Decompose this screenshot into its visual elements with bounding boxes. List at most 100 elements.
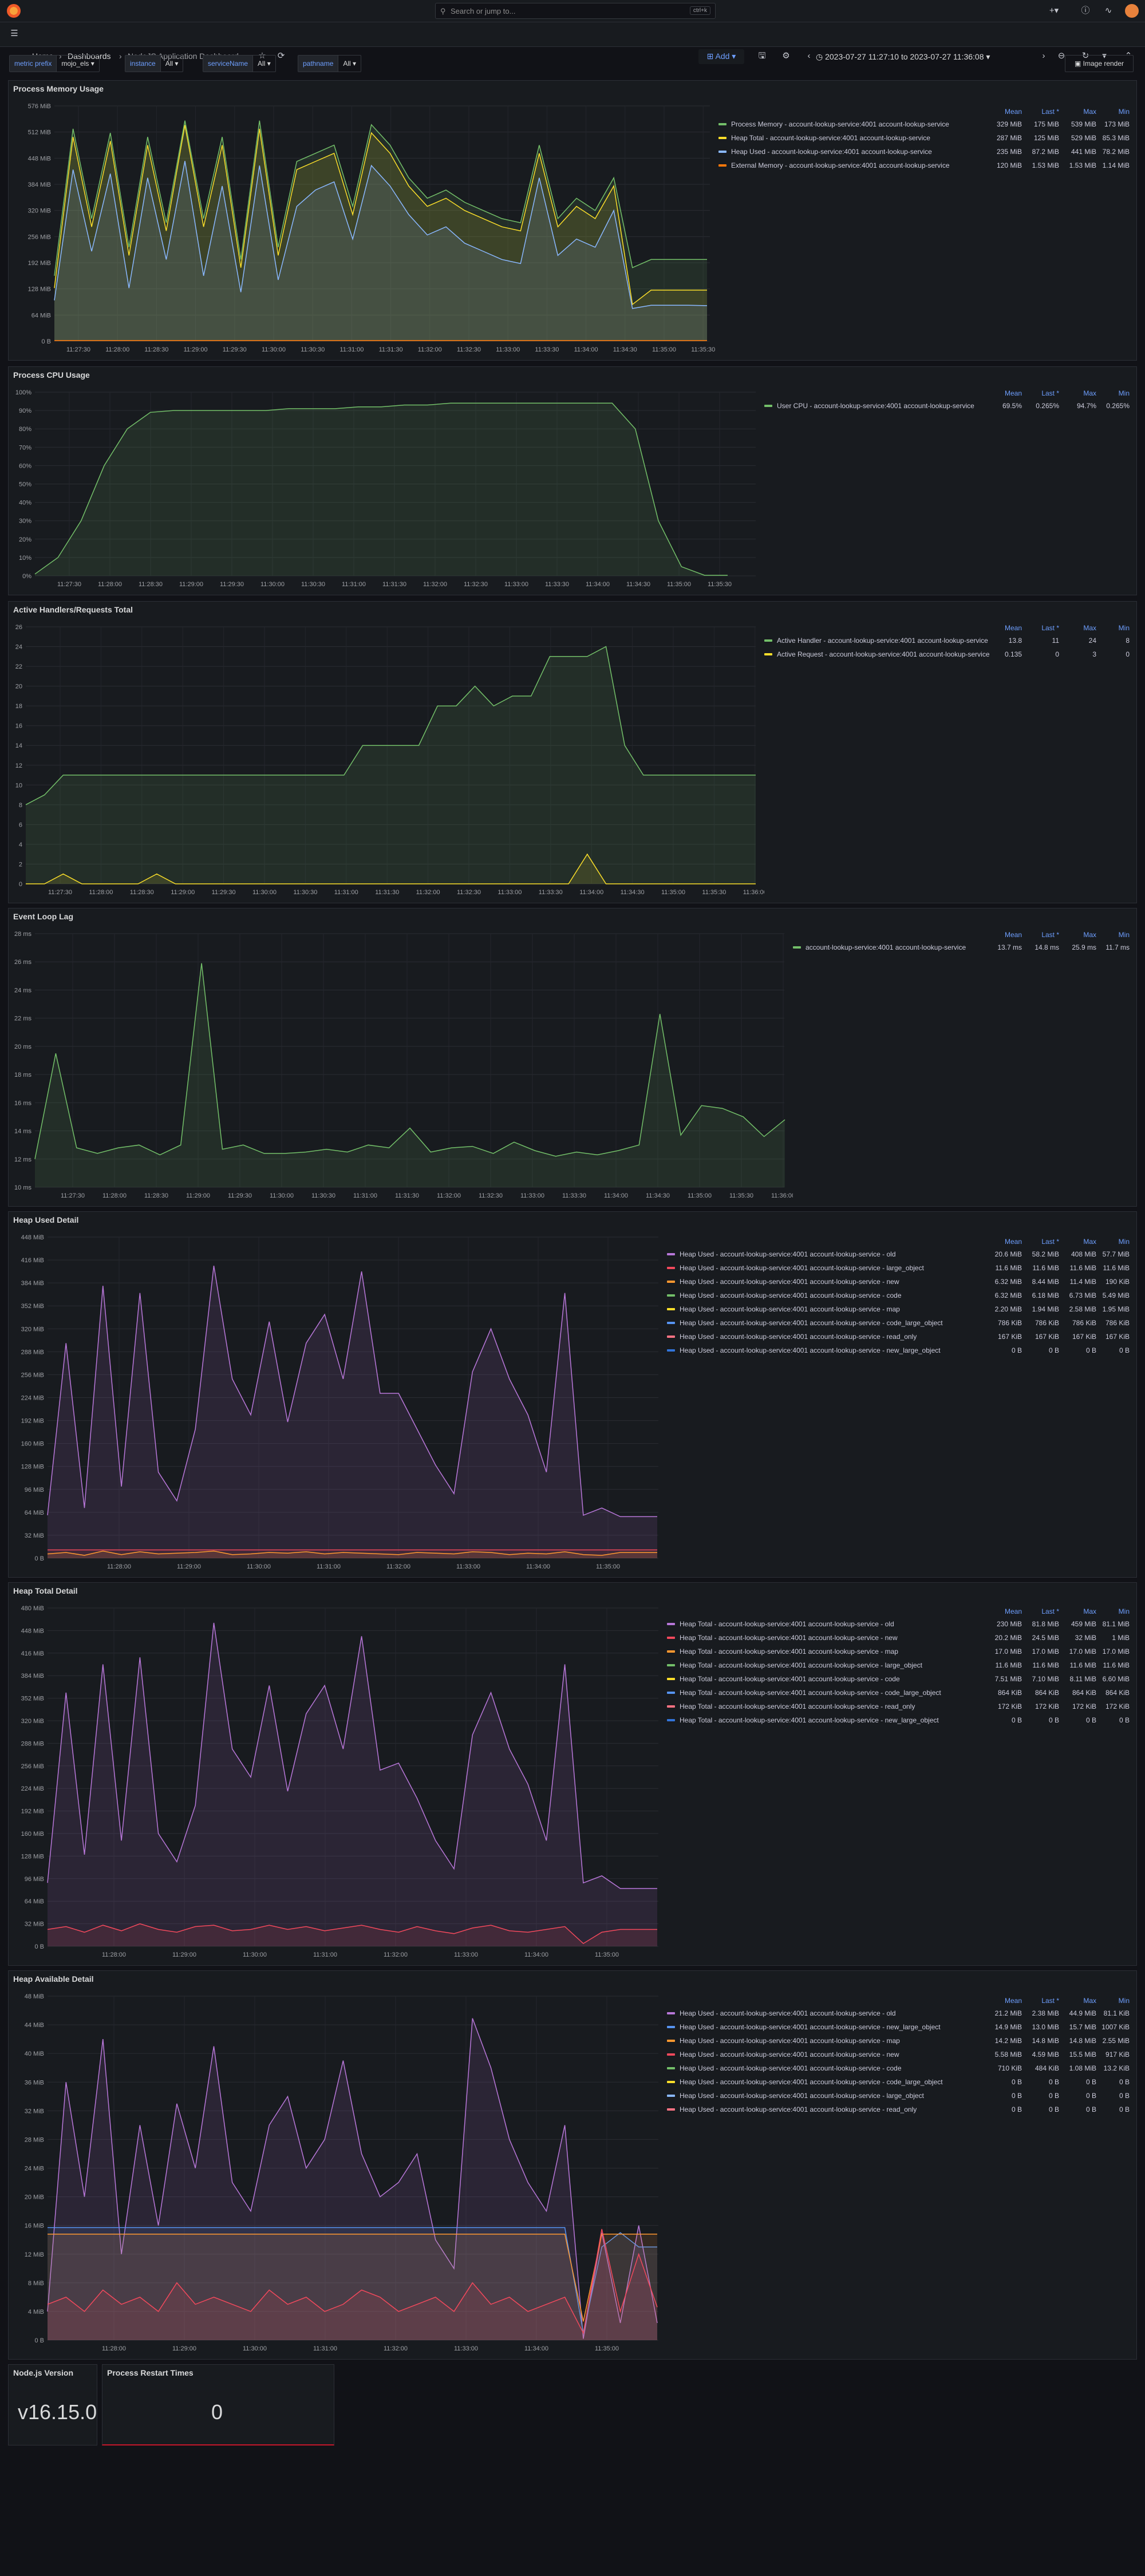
legend-item[interactable]: Heap Total - account-lookup-service:4001… <box>667 1645 1131 1658</box>
plus-icon[interactable]: +▾ <box>1049 6 1059 15</box>
legend-header-last[interactable]: Last * <box>1041 389 1059 397</box>
search-input[interactable]: ⚲ Search or jump to... ctrl+k <box>435 3 716 19</box>
breadcrumb-dashboards[interactable]: Dashboards <box>68 52 111 61</box>
zoom-out-icon[interactable]: ⊖ <box>1057 51 1065 61</box>
legend-item[interactable]: Heap Used - account-lookup-service:4001 … <box>667 1289 1131 1302</box>
share-icon[interactable]: ⟳ <box>277 51 285 61</box>
legend-item[interactable]: Heap Used - account-lookup-service:4001 … <box>667 1344 1131 1357</box>
refresh-icon[interactable]: ↻ <box>1081 51 1089 61</box>
legend-item[interactable]: Heap Total - account-lookup-service:4001… <box>667 1631 1131 1645</box>
legend-header-min[interactable]: Min <box>1118 1997 1130 2005</box>
legend-header-max[interactable]: Max <box>1083 1607 1096 1615</box>
legend-item[interactable]: Heap Used - account-lookup-service:4001 … <box>667 1247 1131 1261</box>
legend-item[interactable]: Heap Total - account-lookup-service:4001… <box>667 1686 1131 1700</box>
legend-item[interactable]: account-lookup-service:4001 account-look… <box>793 941 1131 954</box>
legend-header-mean[interactable]: Mean <box>1004 108 1022 116</box>
legend-header-min[interactable]: Min <box>1118 1607 1130 1615</box>
x-tick-label: 11:30:00 <box>247 1563 271 1570</box>
legend-header-last[interactable]: Last * <box>1041 624 1059 632</box>
legend-item[interactable]: Heap Total - account-lookup-service:4001… <box>667 1713 1131 1727</box>
legend-item[interactable]: External Memory - account-lookup-service… <box>718 159 1131 172</box>
legend-item[interactable]: Heap Used - account-lookup-service:4001 … <box>667 1275 1131 1289</box>
legend-item[interactable]: Heap Total - account-lookup-service:4001… <box>667 1658 1131 1672</box>
star-icon[interactable]: ☆ <box>258 51 266 61</box>
legend-last-value: 0.265% <box>1036 402 1059 410</box>
legend-swatch <box>667 1664 675 1666</box>
memory-chart[interactable]: 0 B 64 MiB 128 MiB 192 MiB 256 MiB 320 MiB 384… <box>9 98 718 358</box>
chevron-left-icon[interactable]: ‹ <box>807 51 811 61</box>
legend-header-mean[interactable]: Mean <box>1004 389 1022 397</box>
heap-used-chart[interactable]: 0 B 32 MiB 64 MiB 96 MiB 128 MiB 160 MiB 192 M… <box>9 1229 667 1575</box>
legend-header-min[interactable]: Min <box>1118 931 1130 939</box>
save-icon[interactable]: 🖫 <box>758 51 766 61</box>
legend-item[interactable]: Heap Used - account-lookup-service:4001 … <box>667 2034 1131 2048</box>
image-render-button[interactable]: ▣ Image render <box>1065 55 1134 72</box>
legend-header-min[interactable]: Min <box>1118 1238 1130 1246</box>
legend-header-last[interactable]: Last * <box>1041 1997 1059 2005</box>
avatar[interactable] <box>1125 4 1139 18</box>
heap-available-chart[interactable]: 0 B 4 MiB 8 MiB 12 MiB 16 MiB 20 MiB 24 MiB 28 … <box>9 1988 667 2357</box>
rss-icon[interactable]: ∿ <box>1104 6 1112 15</box>
legend-item[interactable]: Process Memory - account-lookup-service:… <box>718 117 1131 131</box>
legend-header-mean[interactable]: Mean <box>1004 1997 1022 2005</box>
legend-header-max[interactable]: Max <box>1083 108 1096 116</box>
legend-item[interactable]: Heap Used - account-lookup-service:4001 … <box>667 2075 1131 2089</box>
legend-header-last[interactable]: Last * <box>1041 1238 1059 1246</box>
legend-item[interactable]: Heap Used - account-lookup-service:4001 … <box>667 1261 1131 1275</box>
legend-max-value: 167 KiB <box>1072 1333 1096 1341</box>
legend-header-min[interactable]: Min <box>1118 389 1130 397</box>
legend-max-value: 539 MiB <box>1071 120 1096 128</box>
menu-icon[interactable]: ☰ <box>10 29 18 38</box>
legend-header-max[interactable]: Max <box>1083 389 1096 397</box>
legend-header-last[interactable]: Last * <box>1041 931 1059 939</box>
variable-service-name[interactable]: serviceName All ▾ <box>203 55 276 72</box>
grafana-logo-icon[interactable] <box>7 4 21 18</box>
lag-chart[interactable]: 10 ms 12 ms 14 ms 16 ms 18 ms 20 ms 22 ms 24 ms… <box>9 926 793 1204</box>
collapse-icon[interactable]: ⌃ <box>1124 51 1132 61</box>
legend-header-max[interactable]: Max <box>1083 1997 1096 2005</box>
gear-icon[interactable]: ⚙ <box>782 51 790 61</box>
legend-item[interactable]: Heap Total - account-lookup-service:4001… <box>667 1700 1131 1713</box>
variable-instance[interactable]: instance All ▾ <box>125 55 184 72</box>
legend-header-max[interactable]: Max <box>1083 624 1096 632</box>
legend-item[interactable]: Heap Used - account-lookup-service:4001 … <box>667 1330 1131 1344</box>
legend-item[interactable]: Heap Used - account-lookup-service:4001 … <box>667 2103 1131 2116</box>
legend-header-mean[interactable]: Mean <box>1004 1607 1022 1615</box>
legend-header-mean[interactable]: Mean <box>1004 931 1022 939</box>
legend-item[interactable]: Active Handler - account-lookup-service:… <box>764 634 1131 647</box>
legend-header-mean[interactable]: Mean <box>1004 1238 1022 1246</box>
legend-series-name: Active Request - account-lookup-service:… <box>777 650 990 658</box>
legend-item[interactable]: User CPU - account-lookup-service:4001 a… <box>764 399 1131 413</box>
legend-item[interactable]: Heap Total - account-lookup-service:4001… <box>667 1617 1131 1631</box>
legend-item[interactable]: Heap Used - account-lookup-service:4001 … <box>667 2061 1131 2075</box>
legend-header: Mean Last * Max Min <box>667 1995 1131 2006</box>
legend-header-last[interactable]: Last * <box>1041 1607 1059 1615</box>
legend-header-mean[interactable]: Mean <box>1004 624 1022 632</box>
add-button[interactable]: ⊞ Add ▾ <box>698 49 744 64</box>
x-tick-label: 11:33:30 <box>535 346 559 353</box>
legend-item[interactable]: Heap Total - account-lookup-service:4001… <box>667 1672 1131 1686</box>
legend-header-max[interactable]: Max <box>1083 1238 1096 1246</box>
legend-header-max[interactable]: Max <box>1083 931 1096 939</box>
legend-item[interactable]: Heap Used - account-lookup-service:4001 … <box>667 2020 1131 2034</box>
heap-total-chart[interactable]: 0 B 32 MiB 64 MiB 96 MiB 128 MiB 160 MiB 192 M… <box>9 1600 667 1963</box>
legend-item[interactable]: Heap Used - account-lookup-service:4001 … <box>667 2006 1131 2020</box>
legend-header-min[interactable]: Min <box>1118 108 1130 116</box>
legend-item[interactable]: Heap Used - account-lookup-service:4001 … <box>667 2089 1131 2103</box>
legend-item[interactable]: Heap Used - account-lookup-service:4001 … <box>667 1302 1131 1316</box>
time-range-picker[interactable]: ◷ 2023-07-27 11:27:10 to 2023-07-27 11:3… <box>816 52 990 61</box>
legend-item[interactable]: Active Request - account-lookup-service:… <box>764 647 1131 661</box>
legend-item[interactable]: Heap Total - account-lookup-service:4001… <box>718 131 1131 145</box>
legend-item[interactable]: Heap Used - account-lookup-service:4001 … <box>667 2048 1131 2061</box>
legend-item[interactable]: Heap Used - account-lookup-service:4001 … <box>718 145 1131 159</box>
help-icon[interactable]: ⓘ <box>1081 6 1090 15</box>
chevron-down-icon[interactable]: ▾ <box>1102 51 1107 61</box>
legend-item[interactable]: Heap Used - account-lookup-service:4001 … <box>667 1316 1131 1330</box>
legend-header-min[interactable]: Min <box>1118 624 1130 632</box>
variable-pathname[interactable]: pathname All ▾ <box>298 55 362 72</box>
variable-metric-prefix[interactable]: metric prefix mojo_els ▾ <box>9 55 100 72</box>
chevron-right-icon[interactable]: › <box>1042 51 1045 61</box>
cpu-chart[interactable]: 0% 10% 20% 30% 40% 50% 60% 70% 80% 90% 100% 11:27:3… <box>9 384 764 593</box>
legend-header-last[interactable]: Last * <box>1041 108 1059 116</box>
